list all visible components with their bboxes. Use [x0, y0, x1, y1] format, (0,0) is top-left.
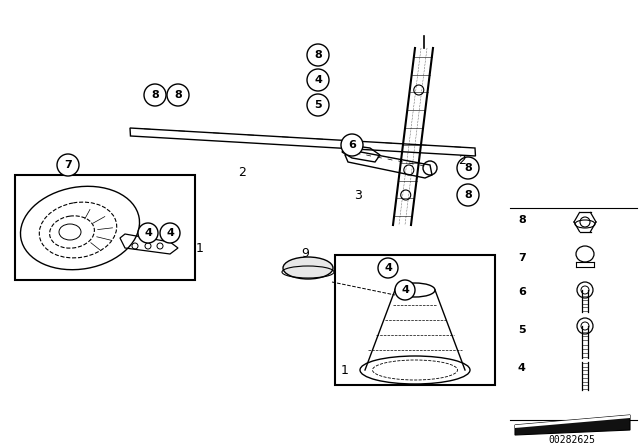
Circle shape — [395, 280, 415, 300]
Text: 9: 9 — [301, 246, 309, 259]
Circle shape — [144, 84, 166, 106]
Text: 4: 4 — [314, 75, 322, 85]
Text: 00282625: 00282625 — [548, 435, 595, 445]
Bar — [15, 175, 195, 280]
Circle shape — [167, 84, 189, 106]
Circle shape — [160, 223, 180, 243]
Text: 7: 7 — [518, 253, 525, 263]
Ellipse shape — [283, 257, 333, 279]
Circle shape — [457, 157, 479, 179]
Text: 6: 6 — [348, 140, 356, 150]
Polygon shape — [515, 415, 630, 435]
Text: 8: 8 — [174, 90, 182, 100]
Text: 4: 4 — [518, 363, 526, 373]
Text: 4: 4 — [144, 228, 152, 238]
Polygon shape — [515, 415, 630, 428]
Circle shape — [457, 184, 479, 206]
Text: 4: 4 — [401, 285, 409, 295]
Text: 4: 4 — [384, 263, 392, 273]
Text: 7: 7 — [64, 160, 72, 170]
Bar — [335, 255, 495, 385]
Circle shape — [307, 44, 329, 66]
Text: 3: 3 — [354, 189, 362, 202]
Text: 8: 8 — [464, 163, 472, 173]
Text: 5: 5 — [518, 325, 525, 335]
Text: 8: 8 — [151, 90, 159, 100]
Text: 4: 4 — [166, 228, 174, 238]
Text: 8: 8 — [464, 190, 472, 200]
Text: 1: 1 — [341, 363, 349, 376]
Text: 6: 6 — [518, 287, 526, 297]
Circle shape — [341, 134, 363, 156]
Circle shape — [57, 154, 79, 176]
Text: 2: 2 — [238, 165, 246, 178]
Text: 5: 5 — [314, 100, 322, 110]
Circle shape — [307, 94, 329, 116]
Circle shape — [307, 69, 329, 91]
Circle shape — [378, 258, 398, 278]
Text: 2: 2 — [458, 154, 466, 167]
Text: 8: 8 — [314, 50, 322, 60]
Circle shape — [138, 223, 158, 243]
Text: 8: 8 — [518, 215, 525, 225]
Text: 1: 1 — [196, 241, 204, 254]
